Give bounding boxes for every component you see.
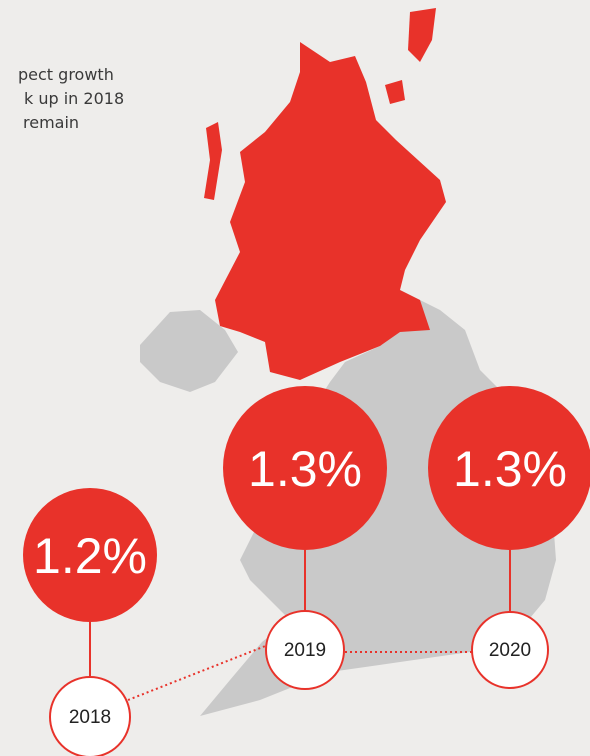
year-label: 2018 [69, 707, 111, 728]
year-label: 2019 [284, 640, 326, 661]
year-circle [265, 610, 345, 690]
northern-ireland [140, 310, 238, 392]
year-label: 2020 [489, 640, 531, 661]
value-label: 1.3% [453, 441, 567, 497]
scotland [215, 42, 446, 380]
year-circle [471, 611, 549, 689]
value-circle [428, 386, 590, 550]
value-label: 1.2% [33, 528, 147, 584]
island [408, 8, 436, 62]
island [204, 122, 222, 200]
intro-line: k up in 2018 [24, 89, 124, 108]
intro-line: remain [23, 113, 79, 132]
value-circle [223, 386, 387, 550]
year-circle [49, 676, 131, 756]
value-label: 1.3% [248, 441, 362, 497]
dotted-link [127, 644, 269, 701]
value-circle [23, 488, 157, 622]
connectors [89, 550, 511, 701]
island [385, 80, 405, 104]
intro-line: pect growth [18, 65, 114, 84]
